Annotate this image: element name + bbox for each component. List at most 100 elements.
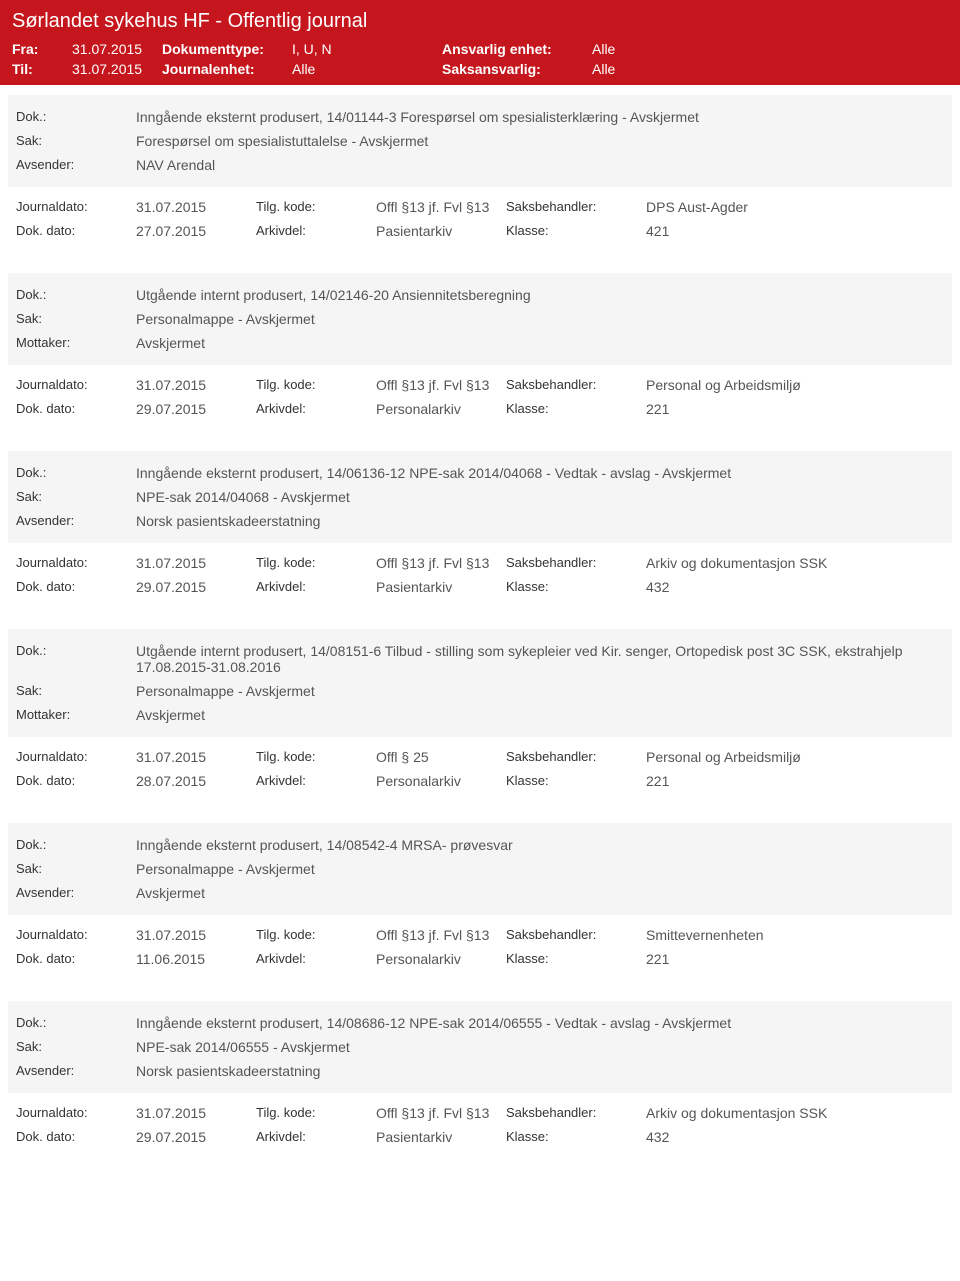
- arkivdel-value: Pasientarkiv: [376, 223, 506, 239]
- arkivdel-value: Pasientarkiv: [376, 579, 506, 595]
- sak-label: Sak:: [16, 861, 136, 877]
- journal-entry: Dok.: Inngående eksternt produsert, 14/0…: [8, 1001, 952, 1149]
- sak-value: Forespørsel om spesialistuttalelse - Avs…: [136, 133, 944, 149]
- journaldato-label: Journaldato:: [16, 1105, 136, 1121]
- dokdato-label: Dok. dato:: [16, 773, 136, 789]
- journaldato-value: 31.07.2015: [136, 377, 256, 393]
- arkivdel-label: Arkivdel:: [256, 401, 376, 417]
- journal-entry: Dok.: Utgående internt produsert, 14/021…: [8, 273, 952, 421]
- dokdato-value: 29.07.2015: [136, 401, 256, 417]
- klasse-value: 432: [646, 579, 944, 595]
- tilgkode-value: Offl §13 jf. Fvl §13: [376, 555, 506, 571]
- doktype-value: I, U, N: [292, 41, 442, 57]
- klasse-value: 221: [646, 773, 944, 789]
- header-title: Sørlandet sykehus HF - Offentlig journal: [12, 10, 948, 33]
- journalenhet-value: Alle: [292, 61, 442, 77]
- saksbehandler-label: Saksbehandler:: [506, 555, 646, 571]
- sak-label: Sak:: [16, 133, 136, 149]
- dok-label: Dok.:: [16, 109, 136, 125]
- party-label: Mottaker:: [16, 335, 136, 351]
- journaldato-value: 31.07.2015: [136, 749, 256, 765]
- sak-label: Sak:: [16, 683, 136, 699]
- dok-value: Inngående eksternt produsert, 14/01144-3…: [136, 109, 944, 125]
- tilgkode-label: Tilg. kode:: [256, 555, 376, 571]
- ansvarlig-value: Alle: [592, 41, 742, 57]
- dok-value: Inngående eksternt produsert, 14/08686-1…: [136, 1015, 944, 1031]
- sak-value: Personalmappe - Avskjermet: [136, 311, 944, 327]
- journaldato-value: 31.07.2015: [136, 555, 256, 571]
- sak-value: NPE-sak 2014/06555 - Avskjermet: [136, 1039, 944, 1055]
- entry-header: Dok.: Utgående internt produsert, 14/021…: [8, 273, 952, 365]
- dokdato-label: Dok. dato:: [16, 401, 136, 417]
- sak-label: Sak:: [16, 489, 136, 505]
- fra-label: Fra:: [12, 41, 72, 57]
- klasse-label: Klasse:: [506, 579, 646, 595]
- header-grid: Fra: 31.07.2015 Dokumenttype: I, U, N An…: [12, 41, 948, 77]
- arkivdel-label: Arkivdel:: [256, 773, 376, 789]
- journaldato-value: 31.07.2015: [136, 927, 256, 943]
- dokdato-value: 29.07.2015: [136, 1129, 256, 1145]
- entry-header: Dok.: Inngående eksternt produsert, 14/0…: [8, 1001, 952, 1093]
- party-value: Norsk pasientskadeerstatning: [136, 513, 944, 529]
- sak-value: Personalmappe - Avskjermet: [136, 683, 944, 699]
- entry-header: Dok.: Utgående internt produsert, 14/081…: [8, 629, 952, 737]
- party-value: Norsk pasientskadeerstatning: [136, 1063, 944, 1079]
- til-label: Til:: [12, 61, 72, 77]
- tilgkode-label: Tilg. kode:: [256, 927, 376, 943]
- report-header: Sørlandet sykehus HF - Offentlig journal…: [0, 0, 960, 85]
- klasse-value: 432: [646, 1129, 944, 1145]
- klasse-value: 221: [646, 401, 944, 417]
- arkivdel-value: Personalarkiv: [376, 401, 506, 417]
- journaldato-label: Journaldato:: [16, 199, 136, 215]
- dokdato-value: 11.06.2015: [136, 951, 256, 967]
- entry-meta: Journaldato: 31.07.2015 Tilg. kode: Offl…: [8, 915, 952, 971]
- dok-label: Dok.:: [16, 287, 136, 303]
- entry-meta: Journaldato: 31.07.2015 Tilg. kode: Offl…: [8, 187, 952, 243]
- entry-meta: Journaldato: 31.07.2015 Tilg. kode: Offl…: [8, 1093, 952, 1149]
- party-value: Avskjermet: [136, 707, 944, 723]
- sak-label: Sak:: [16, 1039, 136, 1055]
- saksbehandler-label: Saksbehandler:: [506, 1105, 646, 1121]
- saksansvarlig-value: Alle: [592, 61, 742, 77]
- arkivdel-label: Arkivdel:: [256, 951, 376, 967]
- saksbehandler-label: Saksbehandler:: [506, 199, 646, 215]
- arkivdel-value: Personalarkiv: [376, 951, 506, 967]
- dok-label: Dok.:: [16, 837, 136, 853]
- dokdato-value: 29.07.2015: [136, 579, 256, 595]
- party-label: Avsender:: [16, 885, 136, 901]
- klasse-value: 221: [646, 951, 944, 967]
- dokdato-label: Dok. dato:: [16, 579, 136, 595]
- dokdato-label: Dok. dato:: [16, 951, 136, 967]
- tilgkode-value: Offl §13 jf. Fvl §13: [376, 199, 506, 215]
- journaldato-label: Journaldato:: [16, 377, 136, 393]
- journal-entry: Dok.: Inngående eksternt produsert, 14/0…: [8, 823, 952, 971]
- arkivdel-label: Arkivdel:: [256, 1129, 376, 1145]
- arkivdel-label: Arkivdel:: [256, 223, 376, 239]
- arkivdel-value: Personalarkiv: [376, 773, 506, 789]
- sak-value: Personalmappe - Avskjermet: [136, 861, 944, 877]
- saksbehandler-label: Saksbehandler:: [506, 927, 646, 943]
- entry-header: Dok.: Inngående eksternt produsert, 14/0…: [8, 823, 952, 915]
- tilgkode-label: Tilg. kode:: [256, 199, 376, 215]
- journal-entry: Dok.: Utgående internt produsert, 14/081…: [8, 629, 952, 793]
- saksbehandler-label: Saksbehandler:: [506, 377, 646, 393]
- dokdato-label: Dok. dato:: [16, 223, 136, 239]
- dok-label: Dok.:: [16, 465, 136, 481]
- til-value: 31.07.2015: [72, 61, 162, 77]
- journaldato-label: Journaldato:: [16, 749, 136, 765]
- party-value: Avskjermet: [136, 335, 944, 351]
- dokdato-label: Dok. dato:: [16, 1129, 136, 1145]
- dokdato-value: 28.07.2015: [136, 773, 256, 789]
- saksbehandler-value: Smittevernenheten: [646, 927, 944, 943]
- arkivdel-value: Pasientarkiv: [376, 1129, 506, 1145]
- party-label: Avsender:: [16, 157, 136, 173]
- dok-value: Utgående internt produsert, 14/02146-20 …: [136, 287, 944, 303]
- klasse-label: Klasse:: [506, 223, 646, 239]
- saksansvarlig-label: Saksansvarlig:: [442, 61, 592, 77]
- party-label: Avsender:: [16, 513, 136, 529]
- saksbehandler-value: Arkiv og dokumentasjon SSK: [646, 1105, 944, 1121]
- saksbehandler-value: Personal og Arbeidsmiljø: [646, 749, 944, 765]
- party-value: NAV Arendal: [136, 157, 944, 173]
- saksbehandler-value: Arkiv og dokumentasjon SSK: [646, 555, 944, 571]
- tilgkode-value: Offl §13 jf. Fvl §13: [376, 1105, 506, 1121]
